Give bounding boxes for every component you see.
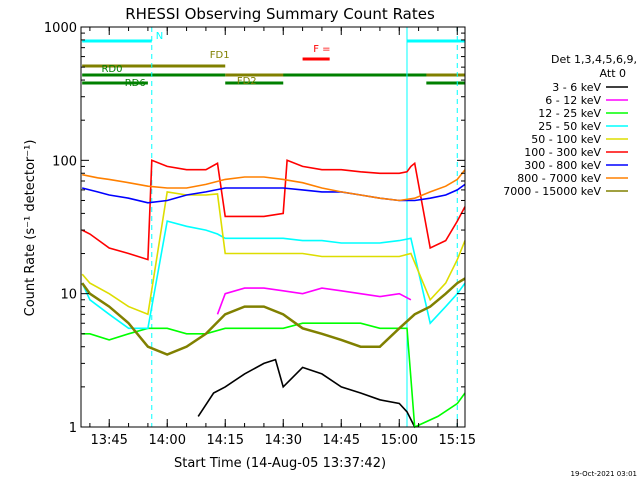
annotation-label: FD1 (210, 50, 230, 61)
legend-label: 300 - 800 keV (524, 159, 601, 172)
y-tick-label: 100 (52, 154, 77, 169)
legend-label: 800 - 7000 keV (517, 172, 601, 185)
legend-label: 25 - 50 keV (538, 120, 601, 133)
legend-header-detectors: Det 1,3,4,5,6,9, (551, 53, 637, 66)
legend-label: 50 - 100 keV (531, 133, 601, 146)
series-line (81, 190, 466, 316)
annotation-label: F = (313, 44, 330, 55)
legend-label: 7000 - 15000 keV (503, 185, 601, 198)
series-line (81, 220, 466, 330)
y-tick-label: 1000 (44, 21, 77, 36)
annotation-label: N (156, 31, 163, 42)
legend-label: 100 - 300 keV (524, 146, 601, 159)
annotation-label: FD2 (237, 76, 257, 87)
annotation-label: RD0 (101, 64, 122, 75)
y-tick-label: 10 (60, 288, 77, 303)
y-tick-label: 1 (69, 421, 77, 436)
series-line (216, 287, 412, 315)
series-line (81, 277, 466, 356)
series-line (81, 159, 466, 261)
x-axis-label: Start Time (14-Aug-05 13:37:42) (174, 456, 386, 471)
x-tick-label: 15:00 (381, 433, 418, 448)
plot-frame (80, 26, 466, 428)
x-tick-label: 14:15 (207, 433, 244, 448)
y-axis: 1 10 100 1000 (44, 21, 465, 436)
legend-label: 12 - 25 keV (538, 107, 601, 120)
y-axis-label: Count Rate (s⁻¹ detector⁻¹) (23, 140, 38, 317)
legend-header-attenuator: Att 0 (600, 67, 626, 80)
legend-label: 3 - 6 keV (552, 81, 601, 94)
x-tick-label: 13:45 (90, 433, 127, 448)
chart-title: RHESSI Observing Summary Count Rates (125, 5, 435, 23)
timestamp: 19-Oct-2021 03:01 (571, 470, 637, 478)
annotation-label: RD6 (125, 78, 146, 89)
series-line (82, 169, 466, 202)
series-line (197, 358, 416, 428)
x-tick-label: 14:30 (265, 433, 302, 448)
series-line (82, 183, 466, 204)
x-tick-label: 15:15 (439, 433, 476, 448)
legend-label: 6 - 12 keV (545, 94, 601, 107)
series-line (82, 322, 466, 429)
x-tick-label: 14:00 (149, 433, 186, 448)
x-tick-label: 14:45 (323, 433, 360, 448)
x-axis: 13:45 14:00 14:15 14:30 14:45 15:00 15:15 (89, 27, 476, 448)
